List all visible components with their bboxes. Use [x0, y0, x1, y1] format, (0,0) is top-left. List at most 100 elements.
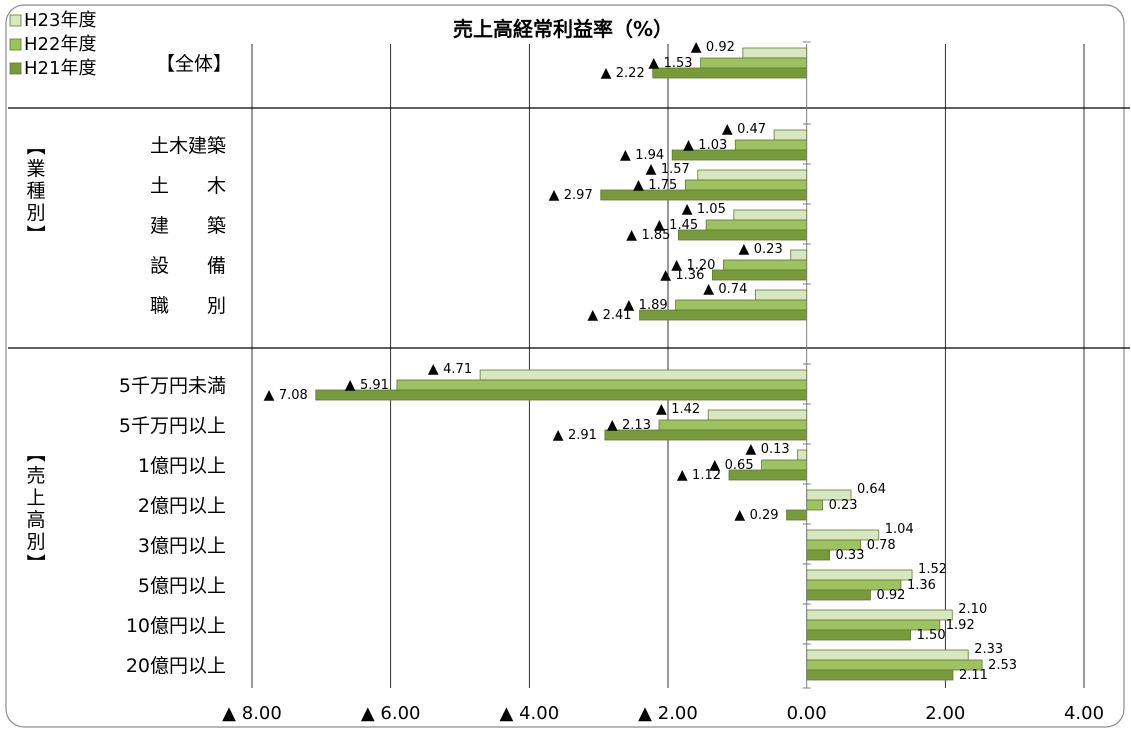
group-label-char: 種 — [26, 180, 45, 202]
x-tick-label: ▲ 2.00 — [638, 703, 698, 724]
bar — [742, 47, 808, 59]
bar — [658, 419, 808, 431]
bar — [806, 589, 871, 601]
category-label: 20億円以上 — [126, 655, 226, 677]
data-label: ▲ 1.42 — [656, 401, 700, 417]
data-label: 2.33 — [974, 642, 1003, 657]
data-label: ▲ 2.22 — [601, 65, 645, 81]
x-tick-label: ▲ 4.00 — [500, 703, 560, 724]
legend-swatch — [9, 62, 22, 75]
data-label: ▲ 1.20 — [671, 257, 715, 273]
category-label: 職 別 — [150, 295, 226, 317]
bar — [754, 289, 808, 301]
data-label: ▲ 1.12 — [677, 467, 721, 483]
data-label: ▲ 0.29 — [734, 507, 778, 523]
bar — [733, 209, 808, 221]
data-label: ▲ 4.71 — [428, 361, 472, 377]
bar — [697, 169, 808, 181]
legend-swatch — [9, 38, 22, 51]
data-label: ▲ 0.23 — [739, 241, 783, 257]
data-label: ▲ 0.47 — [722, 121, 766, 137]
data-label: ▲ 0.13 — [745, 441, 789, 457]
bar — [479, 369, 808, 381]
category-label: 土木建築 — [150, 135, 226, 157]
data-label: ▲ 1.57 — [646, 161, 690, 177]
bar — [734, 139, 808, 151]
data-label: ▲ 2.91 — [553, 427, 597, 443]
data-label: 1.04 — [885, 522, 914, 537]
data-label: ▲ 1.05 — [682, 201, 726, 217]
group-label-char: 【 — [24, 136, 46, 155]
bar — [806, 669, 954, 681]
category-label: 10億円以上 — [126, 615, 226, 637]
group-label-char: 高 — [26, 509, 45, 531]
data-label: ▲ 2.13 — [607, 417, 651, 433]
data-label: ▲ 0.65 — [709, 457, 753, 473]
bar — [806, 569, 913, 581]
bar — [705, 219, 808, 231]
category-label: 3億円以上 — [138, 535, 226, 557]
bar — [761, 459, 808, 471]
data-label: ▲ 1.75 — [633, 177, 677, 193]
group-label-char: 】 — [24, 224, 46, 243]
data-label: ▲ 1.36 — [660, 267, 704, 283]
x-tick-label: 2.00 — [925, 703, 965, 724]
bar — [790, 249, 808, 261]
category-label: 土 木 — [150, 175, 226, 197]
legend-label: H21年度 — [24, 58, 96, 79]
bar — [806, 629, 912, 641]
group-label-char: 別 — [26, 202, 45, 224]
legend-label: H23年度 — [24, 10, 96, 31]
data-label: 2.53 — [988, 658, 1017, 673]
bar — [675, 299, 808, 311]
group-label-char: 別 — [26, 531, 45, 553]
x-tick-label: 4.00 — [1064, 703, 1104, 724]
x-tick-label: ▲ 6.00 — [361, 703, 421, 724]
bar — [707, 409, 808, 421]
category-label: 5億円以上 — [138, 575, 226, 597]
bar — [723, 259, 808, 271]
bar — [806, 649, 969, 661]
bar — [806, 549, 830, 561]
legend-label: H22年度 — [24, 34, 96, 55]
data-label: ▲ 0.74 — [703, 281, 747, 297]
data-label: 0.64 — [857, 482, 886, 497]
data-label: 1.36 — [907, 578, 936, 593]
data-label: ▲ 0.92 — [691, 39, 735, 55]
group-label-char: 【 — [24, 443, 46, 462]
data-label: 0.92 — [876, 588, 905, 603]
x-tick-label: 0.00 — [787, 703, 827, 724]
group-label-char: 業 — [26, 158, 45, 180]
data-label: ▲ 1.85 — [626, 227, 670, 243]
data-label: ▲ 2.97 — [549, 187, 593, 203]
group-label-char: 上 — [26, 487, 45, 509]
category-label: 建 築 — [150, 215, 226, 237]
chart-title: 売上高経常利益率（%） — [453, 17, 673, 41]
category-label: 2億円以上 — [138, 495, 226, 517]
data-label: ▲ 7.08 — [264, 387, 308, 403]
data-label: 0.23 — [829, 498, 858, 513]
category-label: 5千万円未満 — [119, 375, 226, 397]
category-label: 1億円以上 — [138, 455, 226, 477]
data-label: ▲ 1.03 — [683, 137, 727, 153]
data-label: ▲ 5.91 — [345, 377, 389, 393]
category-label: 【全体】 — [156, 53, 232, 75]
legend-swatch — [9, 14, 22, 27]
bar — [315, 389, 808, 401]
data-label: ▲ 2.41 — [587, 307, 631, 323]
bar — [711, 269, 808, 281]
data-label: ▲ 1.45 — [654, 217, 698, 233]
bar — [786, 509, 808, 521]
category-label: 設 備 — [150, 255, 226, 277]
group-label-char: 売 — [26, 465, 45, 487]
bar — [684, 179, 808, 191]
bar — [806, 609, 953, 621]
bar — [396, 379, 808, 391]
data-label: 0.78 — [867, 538, 896, 553]
data-label: ▲ 1.94 — [620, 147, 664, 163]
data-label: 2.11 — [959, 668, 988, 683]
bar — [797, 449, 808, 461]
bar — [600, 189, 808, 201]
